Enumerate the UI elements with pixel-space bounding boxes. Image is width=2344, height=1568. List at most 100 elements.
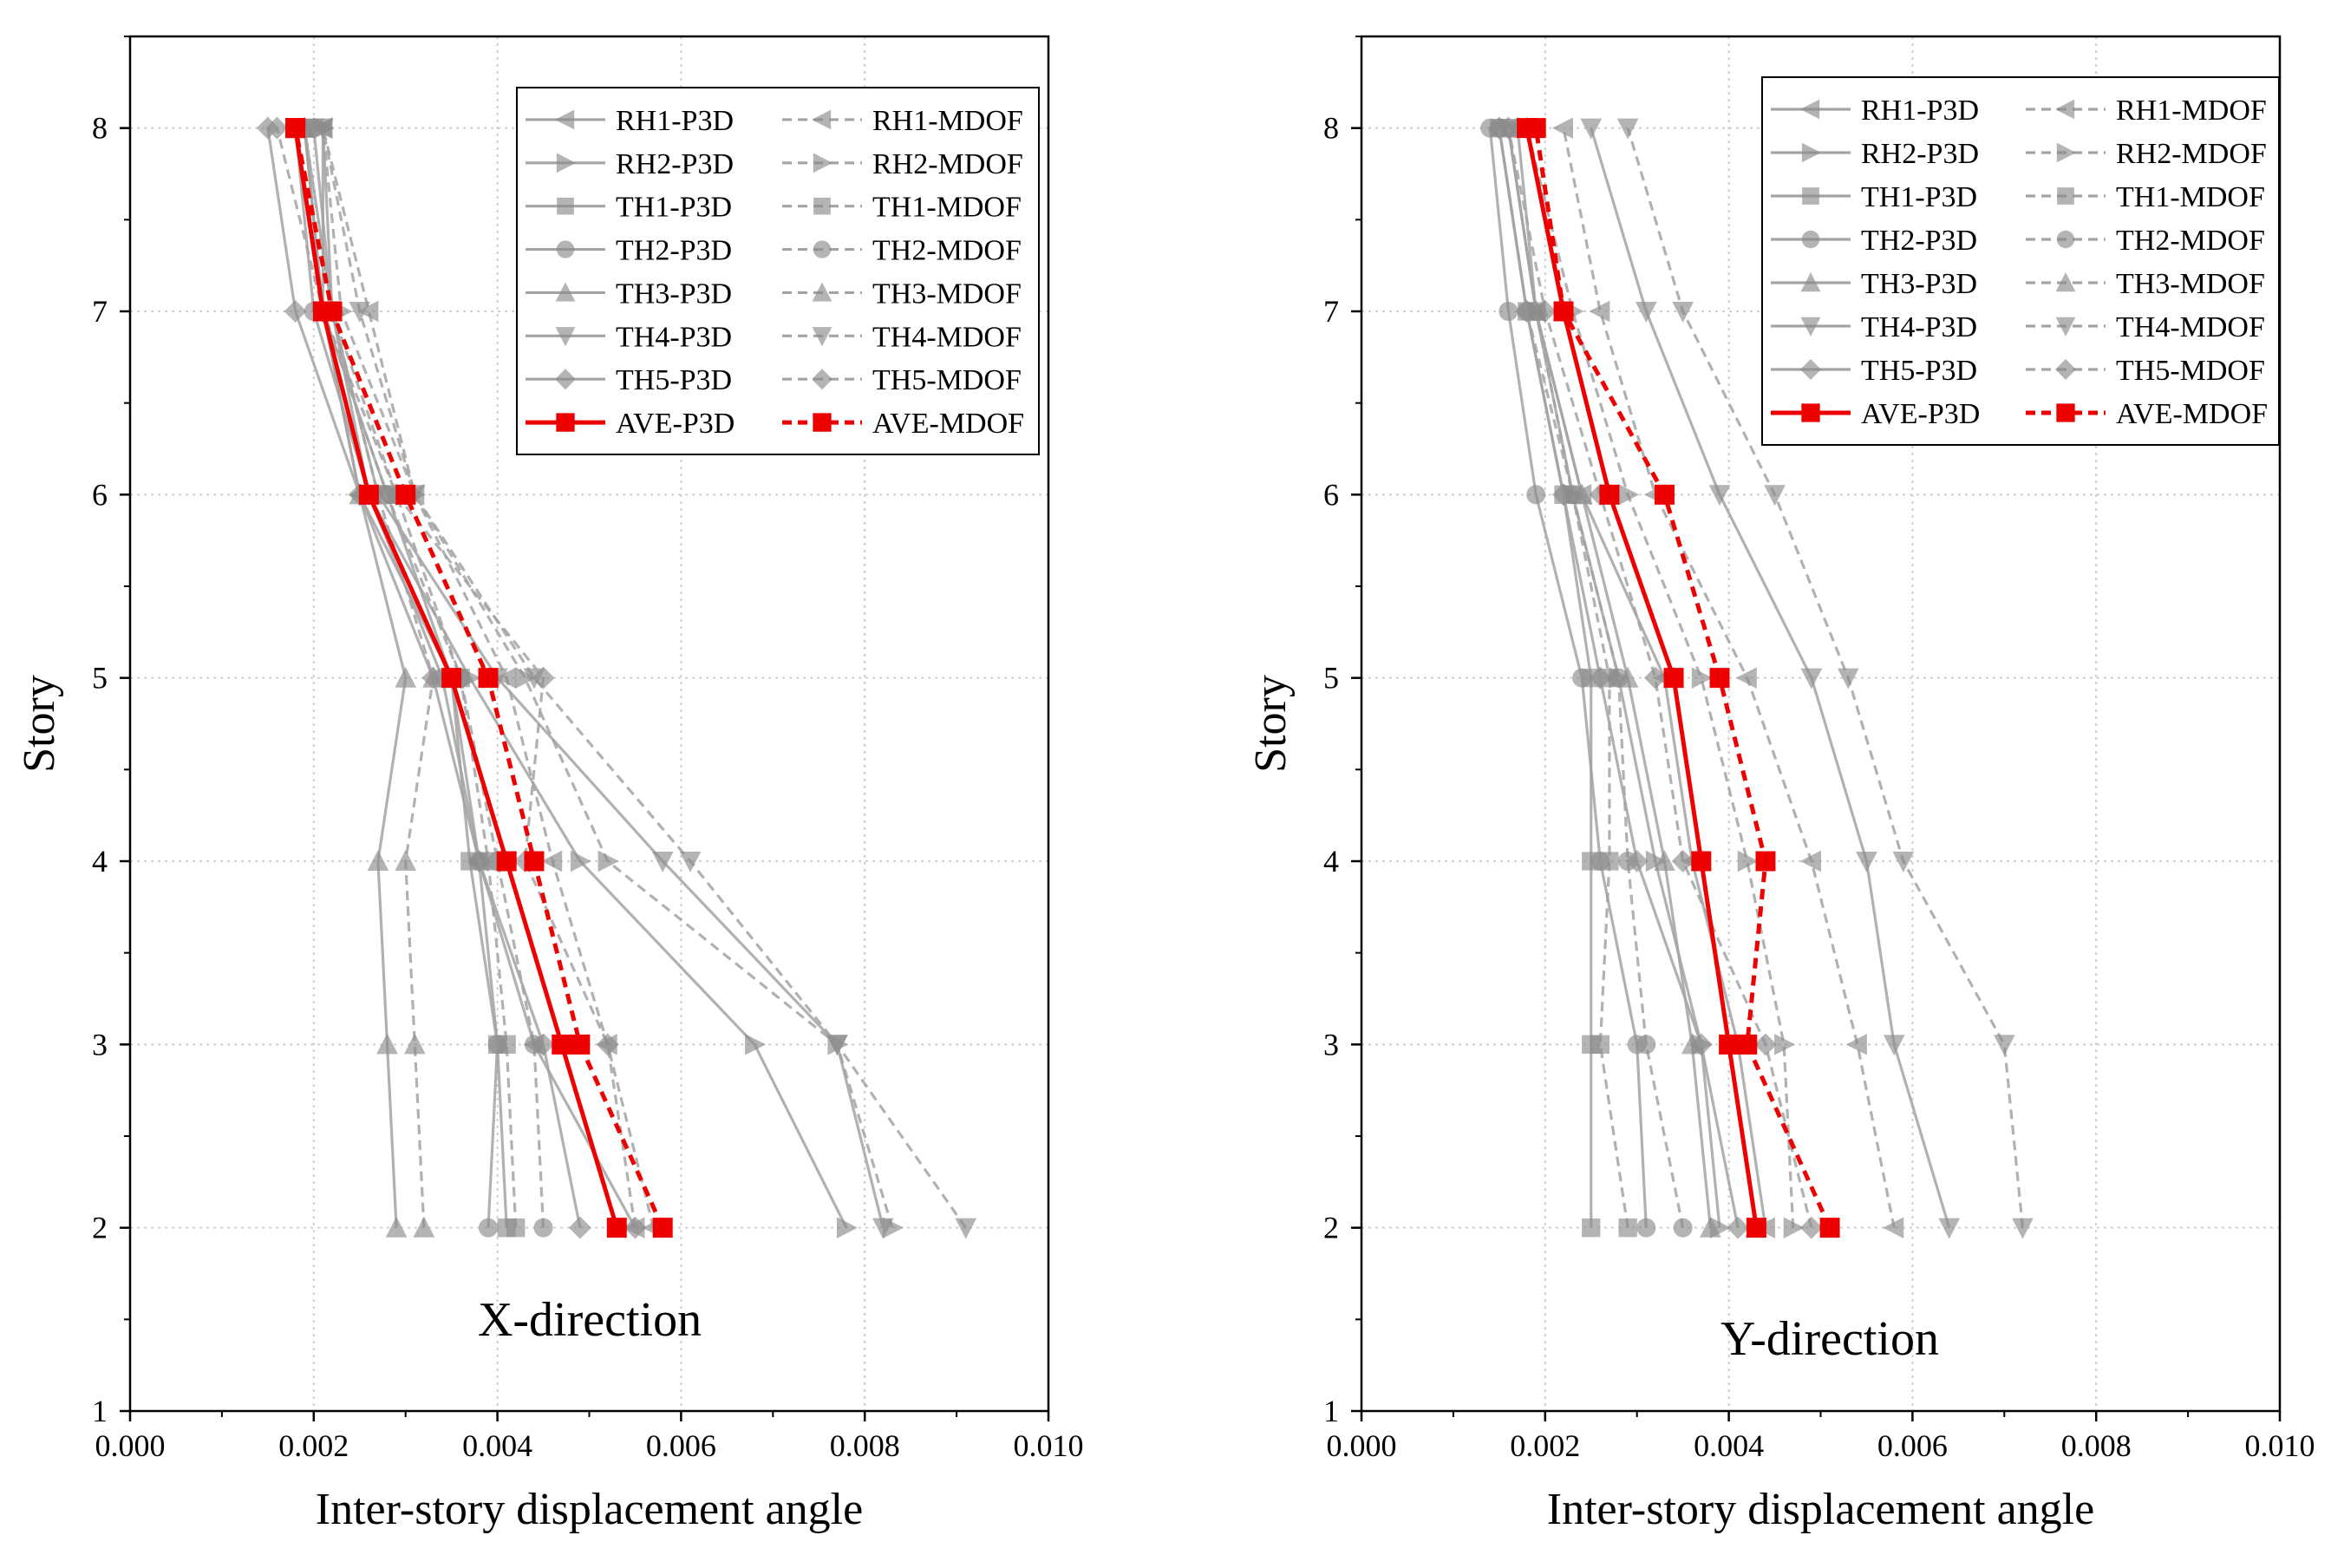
legend-label-rh1-p3d: RH1-P3D (1861, 95, 1979, 127)
x-axis-title: Inter-story displacement angle (1547, 1485, 2094, 1534)
data-point-th4-mdof-story-4 (1892, 851, 1915, 872)
x-tick-label: 0.010 (1014, 1428, 1084, 1463)
legend-item-ave-p3d: AVE-P3D (526, 408, 735, 440)
legend-label-th4-p3d: TH4-P3D (616, 321, 732, 353)
legend-label-th3-mdof: TH3-MDOF (872, 278, 1022, 310)
y-tick-label: 7 (92, 294, 108, 329)
x-tick-label: 0.002 (278, 1428, 349, 1463)
legend-marker-rh2-mdof (2056, 142, 2076, 163)
legend-item-th5-mdof: TH5-MDOF (2026, 355, 2265, 387)
data-point-th5-mdof-story-5 (532, 666, 555, 689)
legend-marker-rh1-mdof (812, 109, 832, 130)
legend-label-th4-mdof: TH4-MDOF (872, 321, 1022, 353)
legend-item-ave-mdof: AVE-MDOF (2026, 398, 2268, 430)
data-point-th3-mdof-story-4 (395, 850, 417, 872)
legend-marker-th2-mdof (813, 240, 832, 258)
legend-marker-th4-p3d (555, 327, 576, 347)
y-tick-label: 2 (1323, 1211, 1339, 1245)
data-point-th5-mdof-story-8 (265, 116, 289, 140)
data-point-th4-p3d-story-4 (651, 851, 674, 872)
data-point-th1-mdof-story-2 (1618, 1218, 1637, 1238)
data-point-ave-p3d-story-4 (1691, 851, 1712, 872)
x-axis: 0.000 0.002 0.004 0.006 0.008 0.010 (95, 1411, 1084, 1463)
data-point-th2-p3d-story-4 (1590, 851, 1610, 872)
series-th4-p3d (1580, 118, 1961, 1239)
data-point-rh1-mdof-story-8 (1551, 117, 1574, 140)
legend-marker-th4-mdof (812, 327, 832, 347)
data-point-ave-p3d-story-6 (358, 484, 379, 505)
legend-item-th1-p3d: TH1-P3D (526, 192, 732, 224)
x-tick-label: 0.008 (2061, 1428, 2132, 1463)
data-point-th4-mdof-story-8 (1616, 118, 1639, 140)
data-point-th3-p3d-story-2 (1700, 1216, 1721, 1238)
data-point-th1-p3d-story-2 (1582, 1218, 1601, 1238)
data-point-ave-mdof-story-8 (285, 118, 306, 139)
data-point-th2-p3d-story-2 (478, 1218, 499, 1238)
legend-item-th4-p3d: TH4-P3D (526, 321, 732, 353)
data-point-th5-mdof-story-2 (1799, 1216, 1823, 1239)
chart-y-direction: 0.000 0.002 0.004 0.006 0.008 0.010 1 2 3 4 5 6 7 8 In… (1246, 35, 2315, 1534)
legend-marker-th2-p3d (1801, 230, 1820, 249)
data-point-th2-mdof-story-2 (533, 1218, 553, 1238)
data-point-th5-p3d-story-5 (1589, 666, 1612, 689)
legend-marker-th2-mdof (2056, 230, 2075, 249)
y-tick-label: 8 (92, 111, 108, 146)
data-point-rh2-mdof-story-5 (1691, 667, 1713, 689)
data-point-th4-mdof-story-3 (826, 1035, 848, 1056)
legend-label-rh1-mdof: RH1-MDOF (2116, 95, 2267, 127)
legend-label-th3-mdof: TH3-MDOF (2116, 268, 2265, 300)
data-point-th3-p3d-story-3 (376, 1033, 398, 1055)
legend-marker-th5-p3d (1800, 359, 1821, 380)
data-point-ave-mdof-story-6 (395, 484, 416, 505)
legend-label-ave-p3d: AVE-P3D (616, 408, 735, 440)
data-point-th5-p3d-story-3 (1689, 1033, 1713, 1056)
data-point-rh1-mdof-story-7 (1589, 300, 1610, 323)
data-point-ave-mdof-story-4 (524, 851, 545, 872)
data-point-ave-mdof-story-2 (1819, 1218, 1840, 1238)
x-tick-label: 0.000 (1327, 1428, 1397, 1463)
data-point-th5-mdof-story-3 (596, 1033, 619, 1056)
data-point-rh2-mdof-story-2 (1783, 1217, 1805, 1239)
y-tick-label: 4 (1323, 844, 1339, 879)
legend-item-rh2-mdof: RH2-MDOF (782, 148, 1023, 180)
legend-item-th1-p3d: TH1-P3D (1771, 181, 1977, 213)
legend-marker-rh1-p3d (555, 109, 575, 130)
data-point-ave-mdof-story-7 (1553, 301, 1574, 322)
data-point-th4-p3d-story-8 (1580, 118, 1603, 140)
data-point-rh1-mdof-story-3 (1845, 1033, 1867, 1055)
legend-item-th5-p3d: TH5-P3D (526, 364, 732, 396)
data-point-th3-p3d-story-2 (385, 1216, 408, 1238)
y-tick-label: 4 (92, 844, 108, 879)
legend-marker-rh1-mdof (2055, 99, 2075, 120)
legend-label-rh2-p3d: RH2-P3D (1861, 138, 1979, 170)
legend-label-th3-p3d: TH3-P3D (616, 278, 732, 310)
legend-item-th4-p3d: TH4-P3D (1771, 311, 1977, 343)
legend-marker-th1-mdof (813, 197, 831, 215)
y-axis-title: Story (1246, 675, 1296, 773)
data-point-ave-p3d-story-4 (496, 851, 517, 872)
legend-marker-th3-mdof (812, 282, 832, 302)
series-ave-mdof (285, 118, 673, 1238)
legend-label-th2-p3d: TH2-P3D (616, 235, 732, 267)
data-point-th1-mdof-story-3 (1590, 1035, 1609, 1054)
data-point-ave-p3d-story-5 (441, 668, 462, 689)
legend-item-rh1-p3d: RH1-P3D (1771, 95, 1979, 127)
legend-label-rh1-mdof: RH1-MDOF (872, 105, 1023, 137)
data-point-th5-p3d-story-7 (284, 300, 307, 323)
series-th5-mdof (1497, 116, 1823, 1239)
legend-marker-rh2-p3d (556, 153, 576, 173)
data-point-ave-p3d-story-3 (1719, 1034, 1740, 1055)
data-point-ave-p3d-story-2 (1746, 1218, 1766, 1238)
legend-marker-th3-mdof (2055, 272, 2076, 292)
data-point-rh2-p3d-story-2 (836, 1217, 859, 1239)
data-point-th4-p3d-story-2 (1938, 1218, 1961, 1239)
data-point-th2-p3d-story-2 (1636, 1218, 1656, 1238)
y-tick-label: 1 (1323, 1394, 1339, 1428)
data-point-rh1-mdof-story-4 (1799, 850, 1821, 872)
series-th5-p3d (1487, 116, 1750, 1239)
legend-item-th3-p3d: TH3-P3D (526, 278, 732, 310)
legend-item-th4-mdof: TH4-MDOF (782, 321, 1022, 353)
data-point-ave-p3d-story-3 (552, 1034, 572, 1055)
data-point-ave-p3d-story-5 (1663, 668, 1684, 689)
